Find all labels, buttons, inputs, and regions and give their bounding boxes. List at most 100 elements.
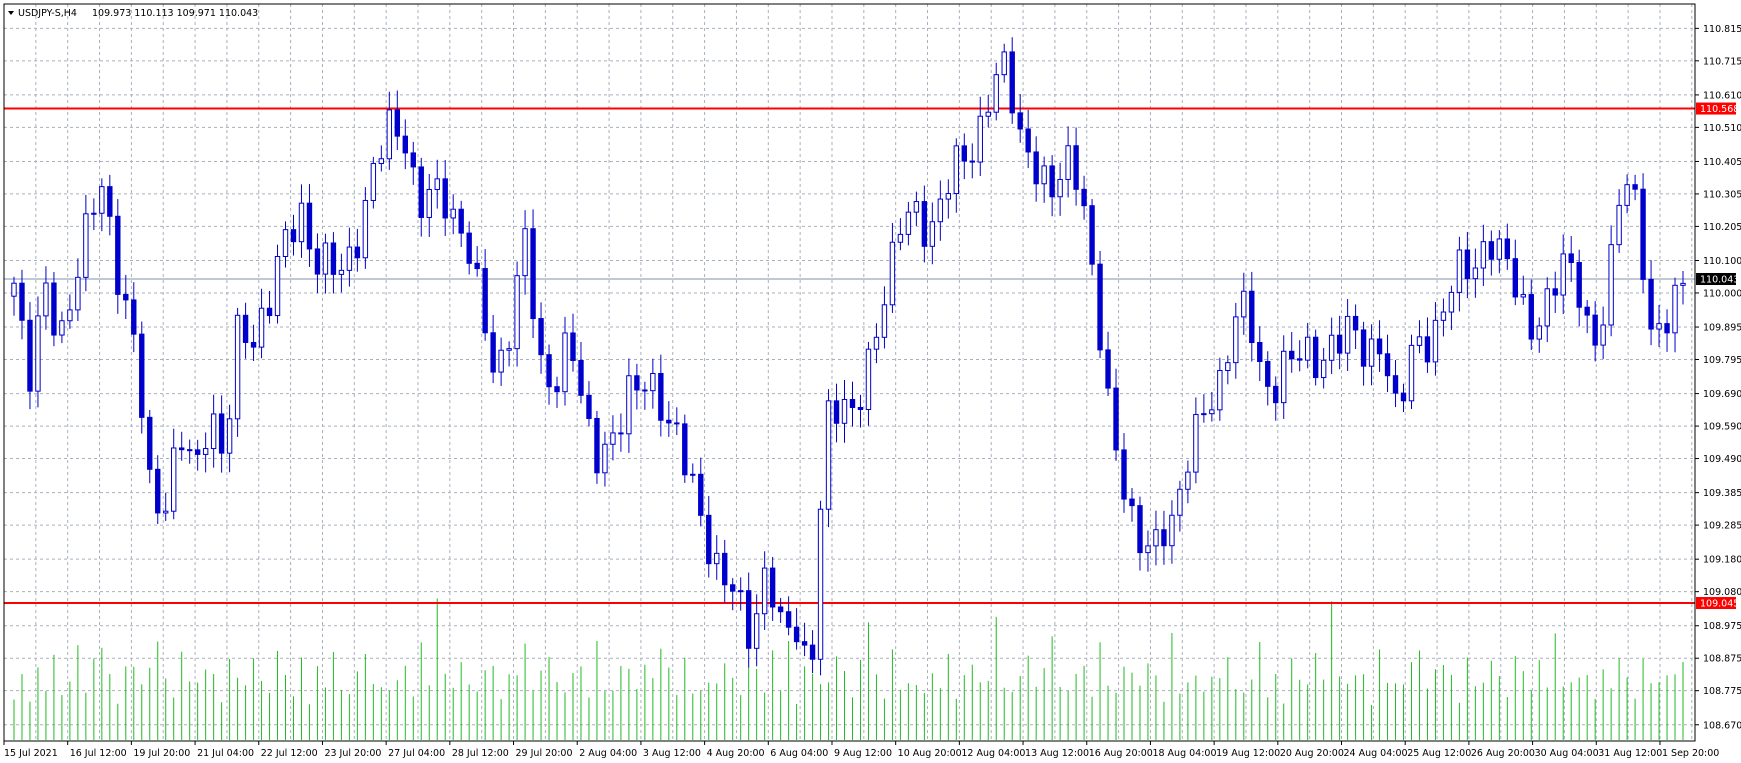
candle-body-bull	[1169, 514, 1175, 547]
candle	[466, 221, 472, 275]
candle	[59, 311, 65, 344]
candle	[1273, 376, 1279, 421]
candle-body-bear	[1049, 165, 1055, 198]
candle-body-bull	[322, 242, 329, 275]
y-tick-label: 108.670	[1703, 720, 1741, 731]
y-tick-label: 109.895	[1703, 323, 1741, 334]
candle-body-bull	[1320, 359, 1327, 379]
candle-body-bull	[35, 315, 41, 392]
candle	[171, 428, 177, 520]
candle-body-bull	[841, 398, 848, 424]
x-tick-label: 20 Aug 20:00	[1280, 748, 1344, 759]
x-tick-label: 21 Jul 04:00	[197, 748, 254, 759]
candle	[1137, 496, 1143, 571]
candle-body-bear	[410, 152, 416, 168]
candle	[1241, 272, 1247, 335]
candle-body-bear	[1384, 353, 1391, 377]
x-tick-label: 23 Jul 20:00	[324, 748, 381, 759]
x-tick-label: 6 Aug 04:00	[770, 748, 828, 759]
collapse-triangle-icon[interactable]	[8, 11, 14, 15]
candle-body-bear	[442, 178, 448, 219]
candle	[1296, 340, 1303, 372]
candle	[1376, 320, 1383, 372]
candle-body-bear	[27, 319, 33, 392]
candle	[1257, 326, 1263, 381]
candle	[1265, 351, 1271, 406]
candle-body-bear	[1009, 51, 1015, 114]
candle-body-bear	[1648, 278, 1654, 330]
candle	[1488, 230, 1495, 276]
candle	[322, 233, 329, 294]
candle	[1464, 231, 1471, 299]
candle	[626, 358, 632, 453]
candle	[1440, 298, 1447, 337]
candle-body-bear	[578, 360, 584, 396]
candle	[1089, 199, 1095, 276]
candle-body-bull	[881, 304, 888, 338]
candle	[953, 138, 960, 213]
candle	[19, 269, 25, 340]
candle-body-bear	[1113, 387, 1119, 451]
candle-body-bull	[562, 332, 568, 393]
y-tick-label: 109.080	[1703, 587, 1741, 598]
x-tick-label: 31 Aug 12:00	[1598, 748, 1662, 759]
candle	[1432, 302, 1439, 376]
candle	[1352, 304, 1359, 349]
candle-body-bear	[1025, 128, 1031, 153]
candle	[658, 354, 664, 437]
candle-body-bear	[1129, 498, 1135, 507]
candle-body-bull	[1057, 178, 1063, 198]
candle	[586, 381, 592, 427]
candle	[857, 394, 864, 428]
y-tick-label: 110.305	[1703, 189, 1741, 200]
candle-body-bull	[274, 255, 281, 317]
candle-body-bear	[698, 473, 704, 516]
x-tick-label: 10 Aug 20:00	[898, 748, 962, 759]
candle	[1344, 299, 1351, 372]
y-tick-label: 109.590	[1703, 422, 1741, 433]
x-tick-label: 2 Aug 04:00	[579, 748, 637, 759]
candle	[1592, 301, 1598, 362]
candle-body-bear	[618, 432, 624, 435]
candle	[1097, 250, 1103, 359]
candle-body-bear	[682, 423, 688, 476]
candle-body-bull	[1608, 244, 1614, 326]
candle	[1201, 394, 1207, 423]
candle-body-bull	[1456, 249, 1463, 293]
candle-body-bull	[690, 473, 696, 476]
candle-body-bull	[338, 269, 345, 275]
candle	[921, 185, 928, 263]
candle-body-bull	[1241, 290, 1247, 318]
candle-body-bear	[594, 417, 600, 474]
candle	[594, 410, 600, 484]
symbol-label: USDJPY-S,H4	[18, 8, 77, 19]
candle-body-bear	[674, 422, 680, 425]
candle	[274, 244, 281, 324]
x-tick-label: 28 Jul 12:00	[452, 748, 509, 759]
candle-body-bull	[1656, 323, 1662, 330]
candle	[1081, 175, 1087, 220]
candle	[1185, 460, 1191, 504]
candle	[186, 439, 193, 464]
candle	[1528, 279, 1534, 351]
candle-body-bear	[147, 416, 153, 470]
candle	[961, 133, 967, 180]
candle-body-bear	[1360, 329, 1367, 367]
candle-body-bull	[99, 186, 105, 214]
candle	[402, 119, 408, 170]
candle-body-bull	[1281, 350, 1287, 404]
candle-body-bull	[1209, 409, 1215, 415]
y-tick-label: 110.405	[1703, 157, 1741, 168]
candle-body-bear	[194, 449, 201, 455]
candle	[1336, 315, 1343, 370]
candle-body-bull	[977, 115, 983, 163]
candle	[338, 253, 345, 293]
candle	[785, 596, 792, 636]
candle	[706, 495, 712, 578]
candle	[1009, 37, 1015, 124]
candle	[1640, 173, 1646, 294]
candle-body-bear	[809, 644, 816, 660]
candle	[1065, 126, 1071, 198]
